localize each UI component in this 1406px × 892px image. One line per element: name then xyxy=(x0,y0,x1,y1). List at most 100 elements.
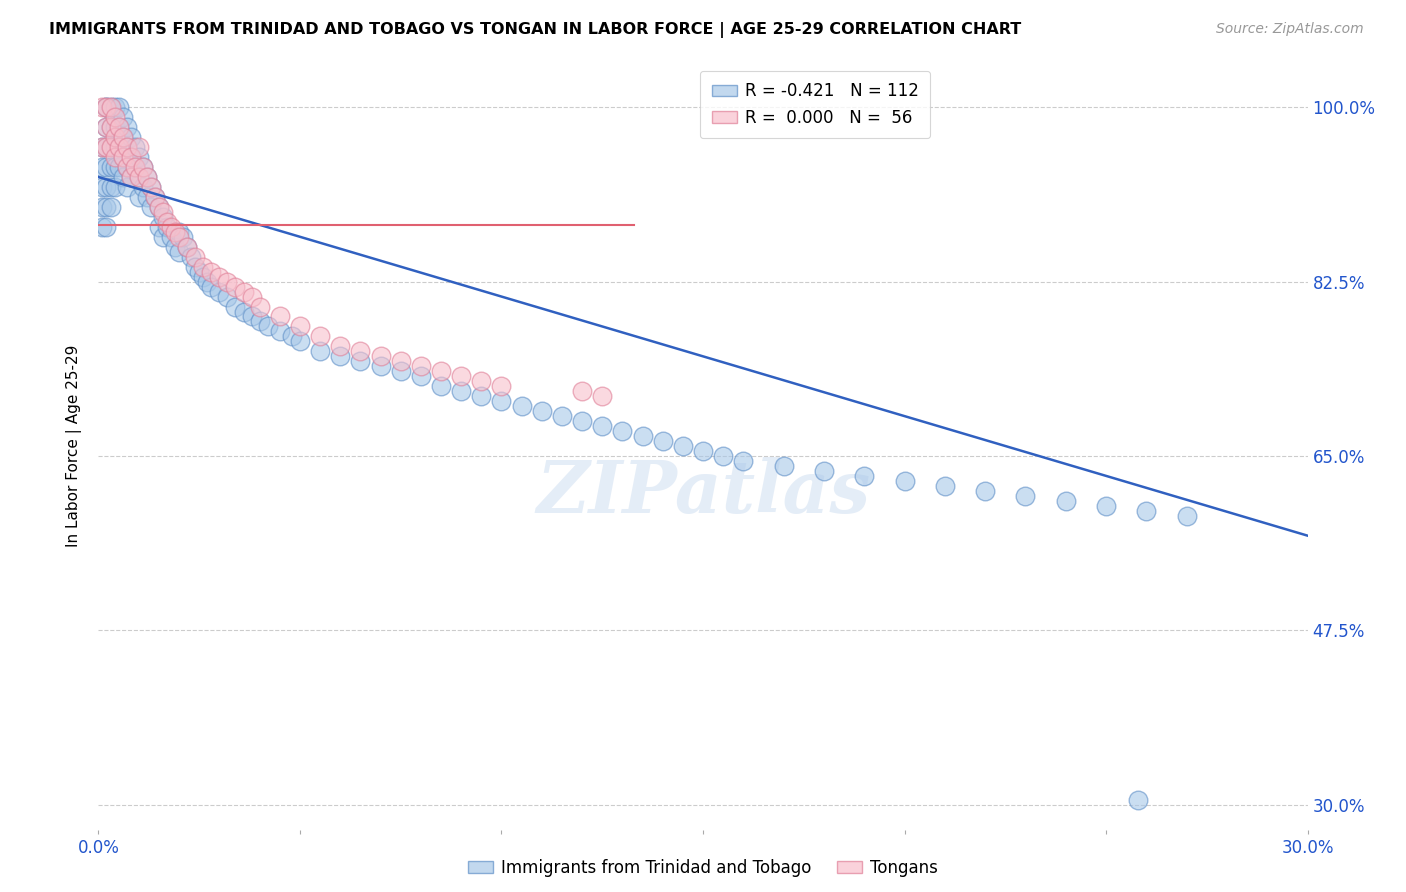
Point xyxy=(96,100,118,114)
Point xyxy=(120,150,142,164)
Point xyxy=(96,219,118,234)
Point xyxy=(1095,499,1118,513)
Point xyxy=(96,120,118,135)
Point xyxy=(132,160,155,174)
Point xyxy=(115,140,138,154)
Point xyxy=(103,110,125,124)
Point xyxy=(128,190,150,204)
Point xyxy=(1054,493,1077,508)
Point xyxy=(115,180,138,194)
Point xyxy=(249,314,271,328)
Point xyxy=(103,180,125,194)
Point xyxy=(103,160,125,174)
Point xyxy=(184,250,207,264)
Point xyxy=(96,160,118,174)
Point xyxy=(470,389,492,403)
Point xyxy=(96,100,118,114)
Point xyxy=(281,329,304,343)
Point xyxy=(143,190,166,204)
Point xyxy=(1014,489,1036,503)
Point xyxy=(100,120,122,135)
Point xyxy=(409,359,432,374)
Point xyxy=(430,364,453,378)
Point xyxy=(100,140,122,154)
Text: Source: ZipAtlas.com: Source: ZipAtlas.com xyxy=(1216,22,1364,37)
Point xyxy=(124,160,146,174)
Point xyxy=(132,180,155,194)
Point xyxy=(180,250,202,264)
Point xyxy=(167,244,190,259)
Point xyxy=(934,479,956,493)
Point xyxy=(96,140,118,154)
Point xyxy=(163,240,186,254)
Point xyxy=(120,150,142,164)
Point xyxy=(450,384,472,399)
Point xyxy=(120,169,142,184)
Point xyxy=(96,100,118,114)
Point xyxy=(107,140,129,154)
Point xyxy=(100,140,122,154)
Point xyxy=(107,140,129,154)
Point xyxy=(96,140,118,154)
Point xyxy=(510,399,533,413)
Point xyxy=(107,120,129,135)
Point xyxy=(139,180,162,194)
Point xyxy=(120,130,142,145)
Point xyxy=(167,229,190,244)
Point xyxy=(103,100,125,114)
Point xyxy=(256,319,278,334)
Point xyxy=(217,289,239,303)
Point xyxy=(91,140,114,154)
Point xyxy=(1128,792,1150,806)
Text: ZIPatlas: ZIPatlas xyxy=(536,457,870,527)
Point xyxy=(96,200,118,214)
Point xyxy=(115,160,138,174)
Point xyxy=(711,449,734,463)
Point xyxy=(370,359,392,374)
Point xyxy=(571,384,593,399)
Point xyxy=(111,150,134,164)
Point xyxy=(100,100,122,114)
Point xyxy=(430,379,453,393)
Point xyxy=(208,285,231,299)
Point xyxy=(91,219,114,234)
Point xyxy=(974,483,997,498)
Point xyxy=(491,379,513,393)
Point xyxy=(188,265,211,279)
Point xyxy=(217,275,239,289)
Point xyxy=(176,240,198,254)
Point xyxy=(111,150,134,164)
Point xyxy=(100,100,122,114)
Point xyxy=(107,100,129,114)
Point xyxy=(111,169,134,184)
Point xyxy=(329,339,352,353)
Point xyxy=(591,419,613,434)
Point xyxy=(148,200,170,214)
Point xyxy=(184,260,207,274)
Point xyxy=(269,325,291,339)
Point xyxy=(1175,508,1198,523)
Point xyxy=(470,374,492,388)
Point xyxy=(91,180,114,194)
Point xyxy=(172,229,194,244)
Point xyxy=(672,439,695,453)
Point xyxy=(612,424,634,438)
Point xyxy=(91,100,114,114)
Point xyxy=(100,120,122,135)
Point xyxy=(115,140,138,154)
Point xyxy=(853,469,876,483)
Point xyxy=(409,369,432,384)
Point xyxy=(329,349,352,363)
Point xyxy=(111,130,134,145)
Point xyxy=(491,394,513,409)
Point xyxy=(813,464,835,478)
Point xyxy=(148,200,170,214)
Point xyxy=(591,389,613,403)
Point xyxy=(100,180,122,194)
Point xyxy=(96,120,118,135)
Point xyxy=(124,160,146,174)
Point xyxy=(571,414,593,428)
Point xyxy=(288,319,311,334)
Point xyxy=(91,200,114,214)
Point xyxy=(240,310,263,324)
